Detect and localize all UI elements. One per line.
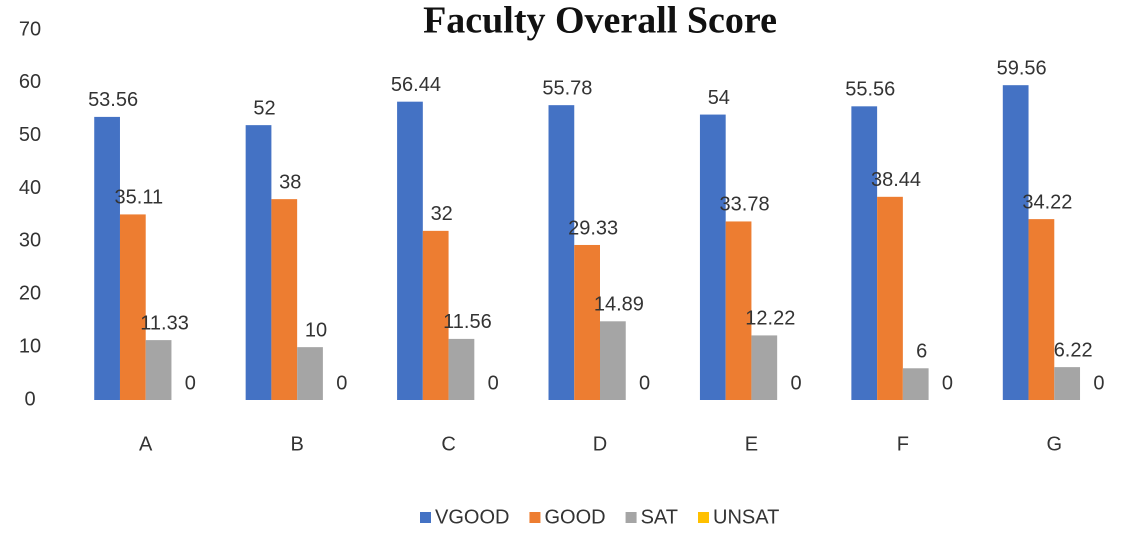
bar — [851, 106, 878, 400]
bar — [877, 196, 903, 400]
data-label: 6.22 — [1054, 339, 1093, 361]
data-label: 14.89 — [594, 294, 644, 316]
legend-label: UNSAT — [713, 506, 779, 528]
bar — [600, 321, 626, 400]
bar — [422, 230, 449, 400]
legend-label: GOOD — [544, 506, 605, 528]
legend-swatch — [529, 512, 541, 523]
x-tick-label: B — [290, 433, 303, 455]
legend-swatch — [698, 512, 709, 523]
bar — [271, 199, 298, 400]
bar — [119, 214, 146, 400]
bar — [902, 368, 929, 400]
data-label: 12.22 — [745, 308, 795, 330]
data-label: 11.33 — [140, 312, 189, 334]
bar — [699, 114, 726, 401]
y-tick-label: 30 — [19, 230, 41, 252]
data-label: 53.56 — [88, 89, 138, 111]
legend-label: SAT — [641, 506, 678, 528]
y-tick-label: 20 — [19, 283, 41, 305]
y-tick-label: 0 — [24, 388, 35, 410]
x-tick-label: E — [745, 433, 758, 455]
x-tick-label: F — [897, 433, 909, 455]
data-label: 56.44 — [391, 74, 441, 96]
y-tick-label: 40 — [19, 177, 41, 199]
data-label: 55.56 — [845, 79, 895, 101]
y-tick-label: 50 — [19, 124, 41, 146]
data-label: 11.56 — [443, 311, 492, 333]
data-label: 6 — [916, 341, 927, 363]
data-label: 33.78 — [720, 194, 770, 216]
bar — [448, 338, 475, 400]
y-tick-label: 10 — [19, 335, 41, 357]
chart-title: Faculty Overall Score — [423, 0, 777, 42]
y-tick-label: 70 — [19, 18, 41, 40]
bar — [1002, 85, 1029, 400]
data-label: 54 — [708, 87, 730, 109]
data-label: 34.22 — [1022, 191, 1072, 213]
data-label: 10 — [305, 319, 327, 341]
bar — [397, 101, 423, 400]
bar — [751, 335, 778, 400]
data-label: 29.33 — [568, 217, 618, 239]
data-label: 0 — [488, 372, 499, 394]
data-label: 59.56 — [997, 57, 1047, 79]
x-tick-label: G — [1047, 433, 1063, 455]
bar — [145, 340, 172, 400]
data-label: 0 — [942, 372, 953, 394]
data-label: 52 — [253, 97, 275, 119]
data-label: 38.44 — [871, 169, 921, 191]
data-label: 35.11 — [115, 187, 164, 209]
data-label: 0 — [336, 372, 347, 394]
legend-label: VGOOD — [435, 506, 509, 528]
data-label: 32 — [431, 203, 453, 225]
bar — [1028, 219, 1055, 400]
bar — [1054, 367, 1081, 400]
data-label: 38 — [279, 171, 301, 193]
bar — [574, 244, 600, 400]
bar — [725, 221, 752, 400]
bar — [94, 116, 120, 400]
bar — [548, 105, 575, 401]
data-label: 55.78 — [542, 77, 592, 99]
data-label: 0 — [790, 372, 801, 394]
x-tick-label: C — [441, 433, 455, 455]
x-tick-label: D — [593, 433, 607, 455]
y-tick-label: 60 — [19, 71, 41, 93]
data-label: 0 — [1093, 372, 1104, 394]
x-tick-label: A — [139, 433, 153, 455]
bar — [245, 125, 272, 401]
data-label: 0 — [185, 372, 196, 394]
data-label: 0 — [639, 372, 650, 394]
legend-swatch — [625, 512, 637, 523]
legend-swatch — [420, 512, 431, 523]
bar — [297, 347, 323, 400]
